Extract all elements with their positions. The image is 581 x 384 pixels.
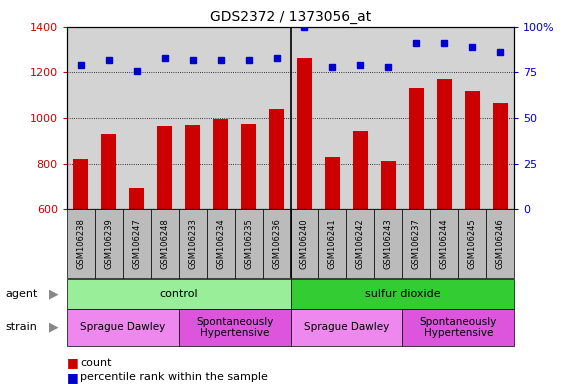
Text: GSM106235: GSM106235 — [244, 218, 253, 269]
Bar — [123, 209, 150, 278]
Text: GSM106247: GSM106247 — [132, 218, 141, 269]
Bar — [436, 79, 452, 346]
Bar — [67, 209, 95, 278]
Bar — [493, 103, 508, 346]
Bar — [157, 126, 173, 346]
Bar — [269, 109, 284, 346]
Text: GSM106238: GSM106238 — [76, 218, 85, 269]
Bar — [150, 209, 179, 278]
Bar — [101, 134, 116, 346]
Text: agent: agent — [6, 289, 38, 299]
FancyBboxPatch shape — [290, 279, 514, 309]
FancyBboxPatch shape — [403, 309, 514, 346]
Text: ■: ■ — [67, 356, 78, 369]
Bar — [403, 209, 431, 278]
Text: Spontaneously
Hypertensive: Spontaneously Hypertensive — [196, 316, 273, 338]
Text: GSM106236: GSM106236 — [272, 218, 281, 269]
Text: Sprague Dawley: Sprague Dawley — [304, 322, 389, 333]
Text: Spontaneously
Hypertensive: Spontaneously Hypertensive — [419, 316, 497, 338]
Bar — [207, 209, 235, 278]
Bar — [408, 88, 424, 346]
Text: GSM106242: GSM106242 — [356, 218, 365, 269]
Text: GSM106248: GSM106248 — [160, 218, 169, 269]
Bar — [353, 131, 368, 346]
Text: GSM106241: GSM106241 — [328, 218, 337, 269]
Bar — [486, 209, 514, 278]
Bar — [465, 91, 480, 346]
Bar — [374, 209, 403, 278]
FancyBboxPatch shape — [67, 309, 179, 346]
Bar — [290, 209, 318, 278]
Bar — [185, 125, 200, 346]
Text: ▶: ▶ — [49, 288, 58, 301]
Text: GSM106233: GSM106233 — [188, 218, 197, 269]
Bar — [458, 209, 486, 278]
FancyBboxPatch shape — [179, 309, 290, 346]
Text: control: control — [159, 289, 198, 299]
Bar — [297, 58, 312, 346]
Text: GSM106234: GSM106234 — [216, 218, 225, 269]
Text: GSM106246: GSM106246 — [496, 218, 505, 269]
Bar — [346, 209, 374, 278]
FancyBboxPatch shape — [67, 279, 290, 309]
Text: percentile rank within the sample: percentile rank within the sample — [80, 372, 268, 382]
Text: GSM106244: GSM106244 — [440, 218, 449, 269]
Text: ■: ■ — [67, 371, 78, 384]
Text: strain: strain — [6, 322, 38, 333]
Text: GSM106237: GSM106237 — [412, 218, 421, 269]
Bar — [129, 188, 145, 346]
Text: GSM106243: GSM106243 — [384, 218, 393, 269]
Bar — [95, 209, 123, 278]
Bar — [213, 119, 228, 346]
Bar — [381, 161, 396, 346]
Text: ▶: ▶ — [49, 321, 58, 334]
Bar — [179, 209, 207, 278]
FancyBboxPatch shape — [290, 309, 403, 346]
Bar — [263, 209, 290, 278]
Text: GSM106240: GSM106240 — [300, 218, 309, 269]
Bar — [241, 124, 256, 346]
Text: GSM106245: GSM106245 — [468, 218, 477, 269]
Text: GSM106239: GSM106239 — [104, 218, 113, 269]
Text: count: count — [80, 358, 112, 368]
Bar — [318, 209, 346, 278]
Bar — [73, 159, 88, 346]
Bar — [235, 209, 263, 278]
Bar — [325, 157, 340, 346]
Text: sulfur dioxide: sulfur dioxide — [364, 289, 440, 299]
Bar — [431, 209, 458, 278]
Text: GDS2372 / 1373056_at: GDS2372 / 1373056_at — [210, 10, 371, 23]
Text: Sprague Dawley: Sprague Dawley — [80, 322, 166, 333]
